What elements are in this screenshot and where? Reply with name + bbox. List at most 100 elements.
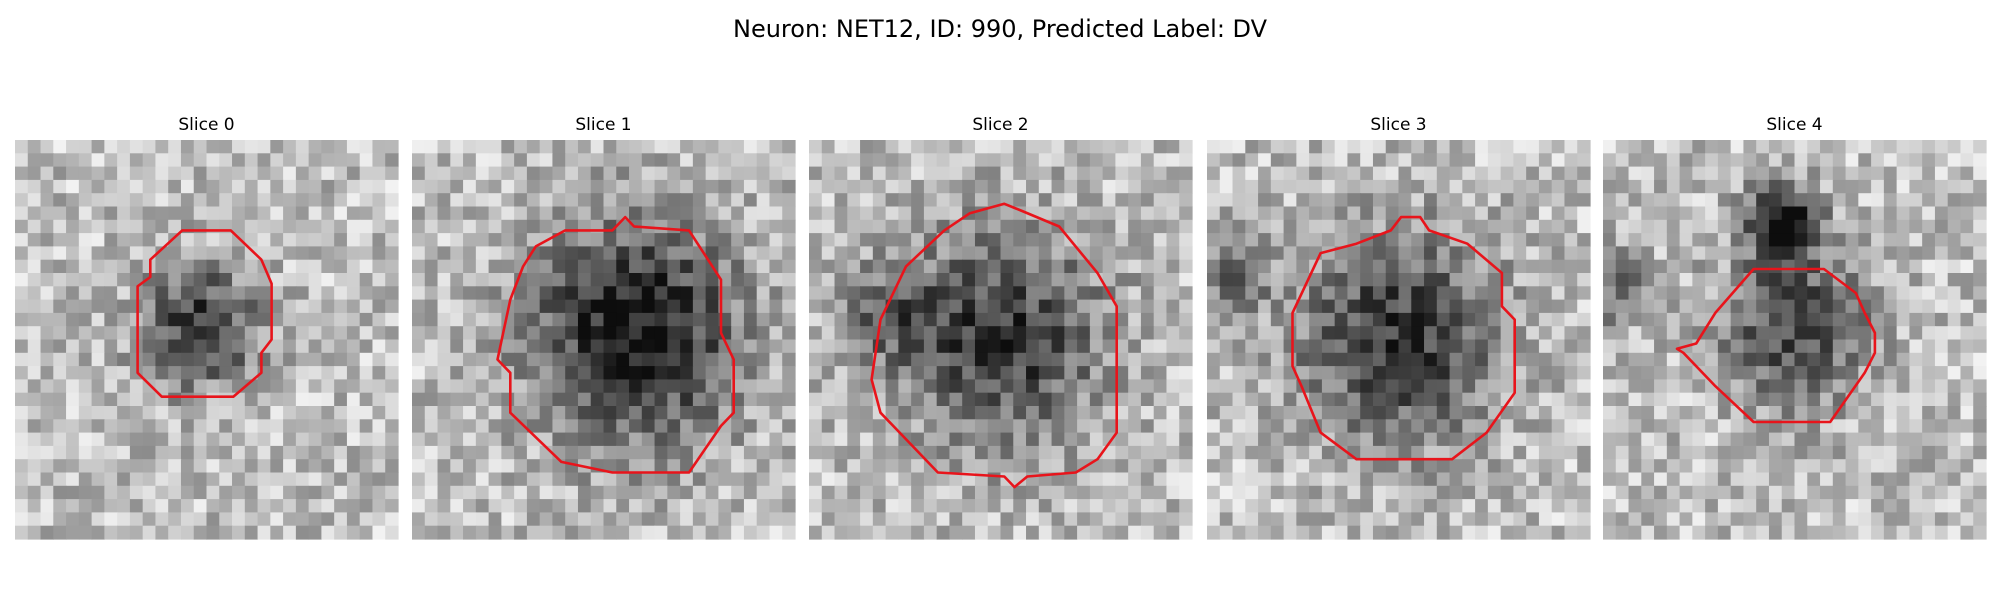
image-pixel	[346, 233, 361, 247]
image-pixel	[743, 459, 758, 474]
image-pixel	[1385, 259, 1400, 274]
image-pixel	[1743, 432, 1757, 447]
image-pixel	[756, 352, 771, 367]
image-pixel	[66, 246, 80, 261]
image-pixel	[1794, 219, 1808, 234]
image-pixel	[450, 153, 464, 168]
panel-title: Slice 3	[1370, 115, 1426, 135]
image-pixel	[834, 219, 848, 234]
image-pixel	[1909, 219, 1923, 234]
image-pixel	[1871, 512, 1885, 527]
image-pixel	[987, 392, 1002, 407]
image-pixel	[1679, 472, 1693, 487]
image-pixel	[782, 392, 796, 407]
image-pixel	[232, 445, 246, 460]
image-pixel	[641, 286, 656, 301]
image-pixel	[526, 366, 541, 380]
image-pixel	[1922, 326, 1936, 341]
image-pixel	[1064, 219, 1078, 234]
image-pixel	[718, 166, 732, 181]
image-pixel	[475, 153, 490, 168]
image-pixel	[1551, 525, 1566, 540]
image-pixel	[590, 499, 605, 513]
image-pixel	[1385, 432, 1400, 447]
image-pixel	[1179, 259, 1193, 274]
image-pixel	[155, 273, 169, 287]
image-pixel	[603, 406, 617, 420]
image-pixel	[78, 259, 93, 274]
image-pixel	[1564, 366, 1578, 380]
image-pixel	[334, 485, 348, 500]
image-pixel	[1321, 140, 1336, 154]
image-pixel	[27, 525, 42, 540]
image-pixel	[219, 312, 233, 327]
image-pixel	[1768, 459, 1783, 474]
image-pixel	[590, 193, 605, 208]
image-pixel	[91, 525, 105, 540]
image-pixel	[270, 246, 284, 261]
image-pixel	[1960, 339, 1974, 354]
image-pixel	[898, 525, 912, 540]
image-pixel	[1283, 459, 1297, 474]
image-pixel	[911, 525, 925, 540]
image-pixel	[129, 512, 144, 527]
image-pixel	[1960, 472, 1974, 487]
image-pixel	[1845, 153, 1859, 168]
image-pixel	[129, 432, 144, 447]
image-pixel	[1692, 299, 1706, 314]
image-pixel	[1038, 140, 1053, 154]
image-pixel	[1820, 499, 1834, 513]
image-pixel	[987, 339, 1002, 354]
image-pixel	[936, 193, 951, 208]
image-pixel	[1115, 339, 1129, 354]
image-pixel	[1756, 312, 1770, 327]
image-pixel	[1115, 366, 1129, 380]
image-pixel	[629, 179, 643, 194]
image-pixel	[1449, 326, 1463, 341]
image-pixel	[488, 352, 502, 367]
image-pixel	[692, 419, 707, 434]
image-pixel	[1526, 166, 1540, 181]
image-pixel	[206, 326, 220, 341]
image-pixel	[193, 419, 208, 434]
image-pixel	[1232, 379, 1246, 394]
image-pixel	[424, 299, 439, 314]
image-pixel	[283, 206, 297, 221]
image-pixel	[1628, 273, 1642, 287]
image-pixel	[15, 352, 29, 367]
image-pixel	[1207, 246, 1221, 261]
image-pixel	[705, 299, 719, 314]
image-pixel	[1807, 259, 1821, 274]
image-pixel	[731, 485, 745, 500]
image-pixel	[1934, 419, 1949, 434]
image-pixel	[1896, 219, 1910, 234]
image-pixel	[1153, 233, 1168, 247]
image-pixel	[1781, 485, 1796, 500]
image-pixel	[1603, 419, 1617, 434]
image-pixel	[1781, 512, 1796, 527]
image-pixel	[821, 366, 836, 380]
image-pixel	[1628, 499, 1642, 513]
image-pixel	[91, 432, 105, 447]
image-pixel	[334, 352, 348, 367]
image-pixel	[731, 432, 745, 447]
image-pixel	[577, 352, 592, 367]
image-pixel	[308, 219, 322, 234]
image-pixel	[565, 286, 579, 301]
image-pixel	[1475, 206, 1489, 221]
image-pixel	[1411, 499, 1425, 513]
image-pixel	[463, 193, 477, 208]
image-pixel	[308, 379, 322, 394]
image-pixel	[283, 140, 297, 154]
image-pixel	[40, 312, 54, 327]
image-pixel	[359, 339, 374, 354]
image-pixel	[756, 406, 771, 420]
image-pixel	[1743, 512, 1757, 527]
image-pixel	[1102, 459, 1116, 474]
image-pixel	[219, 472, 233, 487]
image-pixel	[872, 219, 887, 234]
image-pixel	[1513, 499, 1527, 513]
image-pixel	[372, 432, 386, 447]
image-pixel	[1000, 485, 1014, 500]
image-pixel	[219, 406, 233, 420]
